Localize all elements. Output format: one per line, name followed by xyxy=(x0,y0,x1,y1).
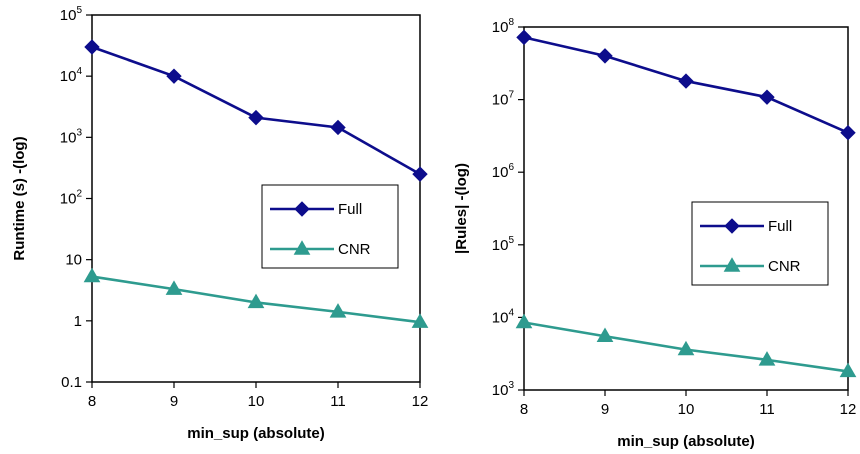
x-axis-label: min_sup (absolute) xyxy=(617,433,755,450)
x-tick-label: 8 xyxy=(520,401,528,418)
y-tick-label: 106 xyxy=(492,162,515,181)
y-tick-label: 107 xyxy=(492,90,515,109)
x-axis-label: min_sup (absolute) xyxy=(187,425,325,442)
x-tick-label: 9 xyxy=(170,393,178,410)
runtime-chart: 0.1 1 10 102 103 104 105 8 9 10 11 12 min_sup (absol… xyxy=(11,5,429,442)
data-point-cnr xyxy=(677,340,695,356)
legend: Full CNR xyxy=(261,184,399,269)
data-point-full xyxy=(759,89,775,105)
x-tick-label: 9 xyxy=(601,401,609,418)
y-axis-label: Runtime (s) -(log) xyxy=(11,136,28,260)
data-point-full xyxy=(166,68,182,84)
x-tick-label: 11 xyxy=(759,401,775,418)
x-tick-label: 10 xyxy=(678,401,695,418)
data-point-cnr xyxy=(247,293,265,309)
data-point-full xyxy=(84,39,100,55)
legend-marker-full xyxy=(724,218,740,234)
rules-chart: 103 104 105 106 107 108 8 9 10 11 12 min_sup (absol… xyxy=(453,17,857,450)
legend-marker-cnr xyxy=(723,257,741,272)
y-tick-label: 108 xyxy=(492,17,515,36)
data-point-full xyxy=(248,109,264,126)
y-tick-label: 0.1 xyxy=(61,374,82,391)
data-point-cnr xyxy=(758,351,776,366)
data-point-cnr xyxy=(329,303,347,318)
data-point-full xyxy=(330,119,346,136)
data-point-full xyxy=(597,48,613,64)
y-axis-label: |Rules| -(log) xyxy=(453,163,470,254)
data-point-cnr xyxy=(839,362,857,378)
data-point-cnr xyxy=(83,267,101,283)
y-tick-label: 105 xyxy=(492,235,515,254)
y-tick-label: 10 xyxy=(65,252,82,269)
legend-label-full: Full xyxy=(338,201,362,218)
data-point-full xyxy=(516,29,532,46)
x-tick-label: 11 xyxy=(330,393,346,410)
legend-box xyxy=(261,184,399,269)
x-tick-label: 12 xyxy=(840,401,857,418)
legend-marker-cnr xyxy=(293,240,311,255)
y-tick-label: 103 xyxy=(60,127,83,146)
x-tick-label: 10 xyxy=(248,393,265,410)
y-tick-label: 103 xyxy=(492,380,515,399)
y-tick-label: 104 xyxy=(492,307,515,326)
y-tick-label: 104 xyxy=(60,66,83,85)
x-tick-label: 12 xyxy=(412,393,429,410)
y-tick-label: 1 xyxy=(74,313,82,330)
x-tick-label: 8 xyxy=(88,393,96,410)
data-point-full xyxy=(840,124,856,141)
data-point-full xyxy=(412,166,428,182)
y-tick-label: 105 xyxy=(60,5,83,24)
data-point-full xyxy=(678,73,694,89)
legend-label-full: Full xyxy=(768,218,792,235)
data-point-cnr xyxy=(515,313,533,329)
data-point-cnr xyxy=(411,313,429,328)
legend-label-cnr: CNR xyxy=(768,258,801,275)
legend-label-cnr: CNR xyxy=(338,241,371,258)
y-tick-label: 102 xyxy=(60,189,83,208)
data-point-cnr xyxy=(596,327,614,342)
data-point-cnr xyxy=(165,280,183,295)
legend-marker-full xyxy=(294,201,310,217)
legend-box xyxy=(691,201,829,286)
legend: Full CNR xyxy=(691,201,829,286)
